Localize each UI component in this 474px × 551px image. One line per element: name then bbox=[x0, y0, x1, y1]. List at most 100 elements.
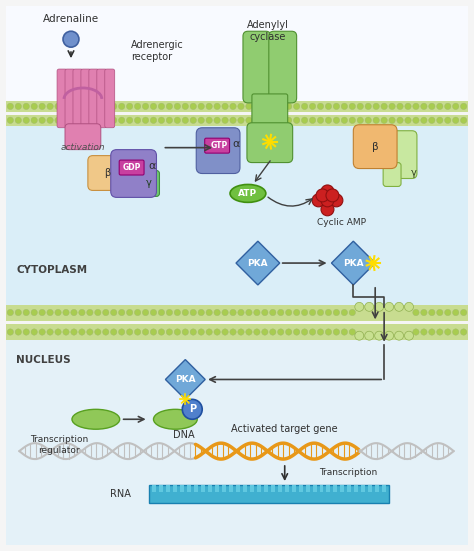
Circle shape bbox=[349, 103, 356, 110]
Circle shape bbox=[246, 309, 252, 316]
Circle shape bbox=[118, 329, 125, 335]
Circle shape bbox=[437, 309, 443, 316]
Circle shape bbox=[246, 329, 252, 335]
Text: Activated target gene: Activated target gene bbox=[231, 424, 338, 434]
Circle shape bbox=[270, 117, 276, 123]
Bar bbox=[6, 305, 468, 321]
Circle shape bbox=[15, 329, 21, 335]
Circle shape bbox=[39, 329, 46, 335]
Bar bbox=[354, 485, 358, 492]
Circle shape bbox=[230, 103, 236, 110]
FancyBboxPatch shape bbox=[88, 155, 126, 191]
Circle shape bbox=[316, 189, 329, 202]
Text: β: β bbox=[104, 168, 110, 177]
Circle shape bbox=[310, 103, 316, 110]
Circle shape bbox=[413, 309, 419, 316]
Circle shape bbox=[174, 117, 181, 123]
Circle shape bbox=[293, 103, 300, 110]
FancyBboxPatch shape bbox=[137, 170, 159, 196]
Circle shape bbox=[39, 309, 46, 316]
Circle shape bbox=[285, 117, 292, 123]
Circle shape bbox=[190, 117, 196, 123]
Circle shape bbox=[190, 103, 196, 110]
Circle shape bbox=[437, 329, 443, 335]
Bar bbox=[173, 485, 177, 492]
Circle shape bbox=[421, 103, 427, 110]
Circle shape bbox=[270, 103, 276, 110]
Text: α: α bbox=[149, 160, 156, 171]
Circle shape bbox=[135, 103, 141, 110]
Circle shape bbox=[293, 309, 300, 316]
Circle shape bbox=[341, 103, 347, 110]
Circle shape bbox=[87, 103, 93, 110]
Circle shape bbox=[310, 117, 316, 123]
Bar bbox=[306, 485, 310, 492]
Circle shape bbox=[421, 117, 427, 123]
Circle shape bbox=[182, 117, 189, 123]
Circle shape bbox=[135, 309, 141, 316]
Circle shape bbox=[198, 103, 204, 110]
Text: γ: γ bbox=[411, 168, 417, 177]
Bar bbox=[187, 485, 191, 492]
Text: PKA: PKA bbox=[343, 258, 364, 268]
Circle shape bbox=[95, 329, 101, 335]
Circle shape bbox=[317, 117, 324, 123]
Circle shape bbox=[374, 302, 383, 311]
Bar bbox=[6, 339, 468, 544]
Circle shape bbox=[127, 103, 133, 110]
Circle shape bbox=[278, 117, 284, 123]
Circle shape bbox=[301, 117, 308, 123]
Circle shape bbox=[349, 117, 356, 123]
Circle shape bbox=[206, 329, 212, 335]
Circle shape bbox=[142, 103, 149, 110]
Circle shape bbox=[214, 309, 220, 316]
Bar bbox=[368, 485, 372, 492]
Circle shape bbox=[222, 117, 228, 123]
Circle shape bbox=[174, 329, 181, 335]
Text: Transcription
regulator: Transcription regulator bbox=[30, 435, 88, 455]
Circle shape bbox=[278, 329, 284, 335]
Circle shape bbox=[190, 329, 196, 335]
Circle shape bbox=[95, 103, 101, 110]
Circle shape bbox=[102, 117, 109, 123]
Circle shape bbox=[381, 117, 387, 123]
FancyBboxPatch shape bbox=[353, 125, 397, 169]
Circle shape bbox=[7, 103, 14, 110]
Circle shape bbox=[293, 329, 300, 335]
Text: GTP: GTP bbox=[210, 141, 228, 150]
Bar bbox=[333, 485, 337, 492]
FancyBboxPatch shape bbox=[65, 69, 75, 128]
Circle shape bbox=[341, 309, 347, 316]
FancyBboxPatch shape bbox=[387, 131, 417, 179]
Circle shape bbox=[158, 103, 164, 110]
Circle shape bbox=[142, 309, 149, 316]
Circle shape bbox=[254, 117, 260, 123]
Circle shape bbox=[325, 103, 332, 110]
Circle shape bbox=[166, 329, 173, 335]
Bar bbox=[243, 485, 247, 492]
Circle shape bbox=[365, 117, 372, 123]
FancyBboxPatch shape bbox=[57, 69, 67, 128]
Circle shape bbox=[357, 103, 364, 110]
Circle shape bbox=[373, 103, 379, 110]
Circle shape bbox=[63, 103, 69, 110]
Circle shape bbox=[394, 302, 403, 311]
Circle shape bbox=[150, 329, 157, 335]
Circle shape bbox=[428, 117, 435, 123]
Circle shape bbox=[190, 309, 196, 316]
Circle shape bbox=[321, 194, 334, 207]
Circle shape bbox=[453, 117, 459, 123]
Ellipse shape bbox=[154, 409, 197, 429]
FancyBboxPatch shape bbox=[119, 160, 144, 175]
Circle shape bbox=[293, 117, 300, 123]
Circle shape bbox=[389, 117, 395, 123]
Circle shape bbox=[214, 329, 220, 335]
Polygon shape bbox=[236, 241, 280, 285]
Text: ATP: ATP bbox=[238, 189, 257, 198]
Bar bbox=[382, 485, 386, 492]
Circle shape bbox=[71, 103, 77, 110]
Circle shape bbox=[404, 331, 413, 340]
Bar bbox=[340, 485, 345, 492]
Bar bbox=[347, 485, 351, 492]
Circle shape bbox=[325, 309, 332, 316]
